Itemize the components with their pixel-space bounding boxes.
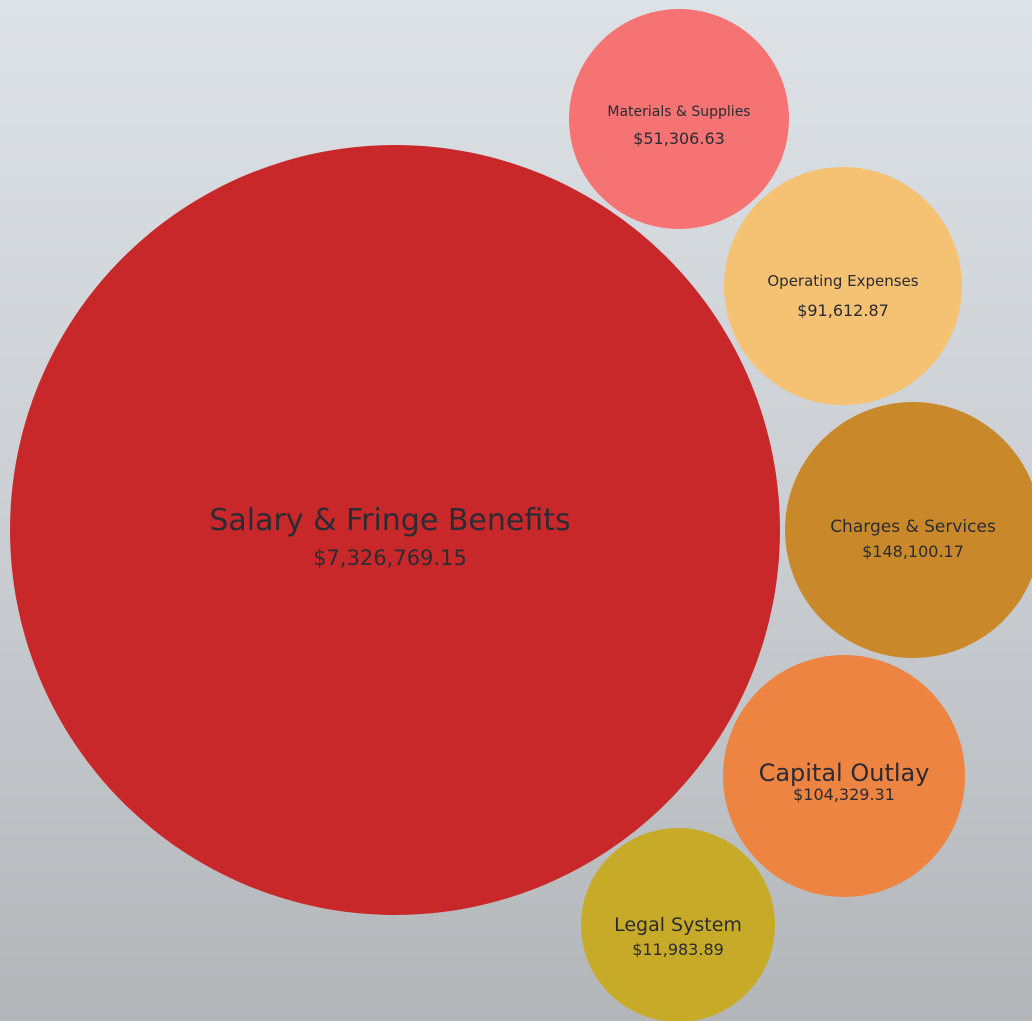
bubble-operating-expenses[interactable]: Operating Expenses $91,612.87 — [724, 167, 962, 405]
bubble-label-capital-outlay: Capital Outlay — [759, 759, 930, 787]
bubble-label-salary-and-fringe-benefits: Salary & Fringe Benefits — [209, 503, 570, 538]
bubble-salary-and-fringe-benefits[interactable]: Salary & Fringe Benefits $7,326,769.15 — [10, 145, 780, 915]
bubble-circle-salary-and-fringe-benefits[interactable] — [10, 145, 780, 915]
bubble-circle-operating-expenses[interactable] — [724, 167, 962, 405]
bubble-label-legal-system: Legal System — [614, 914, 742, 936]
bubble-circle-charges-and-services[interactable] — [785, 402, 1032, 658]
bubble-circle-legal-system[interactable] — [581, 828, 775, 1021]
bubble-label-materials-and-supplies: Materials & Supplies — [607, 104, 750, 120]
bubble-capital-outlay[interactable]: Capital Outlay$104,329.31 — [723, 655, 965, 897]
bubble-circle-materials-and-supplies[interactable] — [569, 9, 789, 229]
bubble-materials-and-supplies[interactable]: Materials & Supplies $51,306.63 — [569, 9, 789, 229]
bubble-circle-capital-outlay[interactable] — [723, 655, 965, 897]
bubble-charges-and-services[interactable]: Charges & Services $148,100.17 — [785, 402, 1032, 658]
bubble-value-operating-expenses: $91,612.87 — [797, 301, 889, 320]
bubble-label-charges-and-services: Charges & Services — [830, 517, 996, 537]
bubble-value-legal-system: $11,983.89 — [632, 940, 724, 959]
bubble-legal-system[interactable]: Legal System $11,983.89 — [581, 828, 775, 1021]
bubble-value-capital-outlay: $104,329.31 — [793, 785, 895, 804]
bubble-label-operating-expenses: Operating Expenses — [767, 272, 918, 290]
bubble-value-materials-and-supplies: $51,306.63 — [633, 129, 725, 148]
bubble-value-charges-and-services: $148,100.17 — [862, 542, 964, 561]
bubble-value-salary-and-fringe-benefits: $7,326,769.15 — [313, 546, 467, 570]
